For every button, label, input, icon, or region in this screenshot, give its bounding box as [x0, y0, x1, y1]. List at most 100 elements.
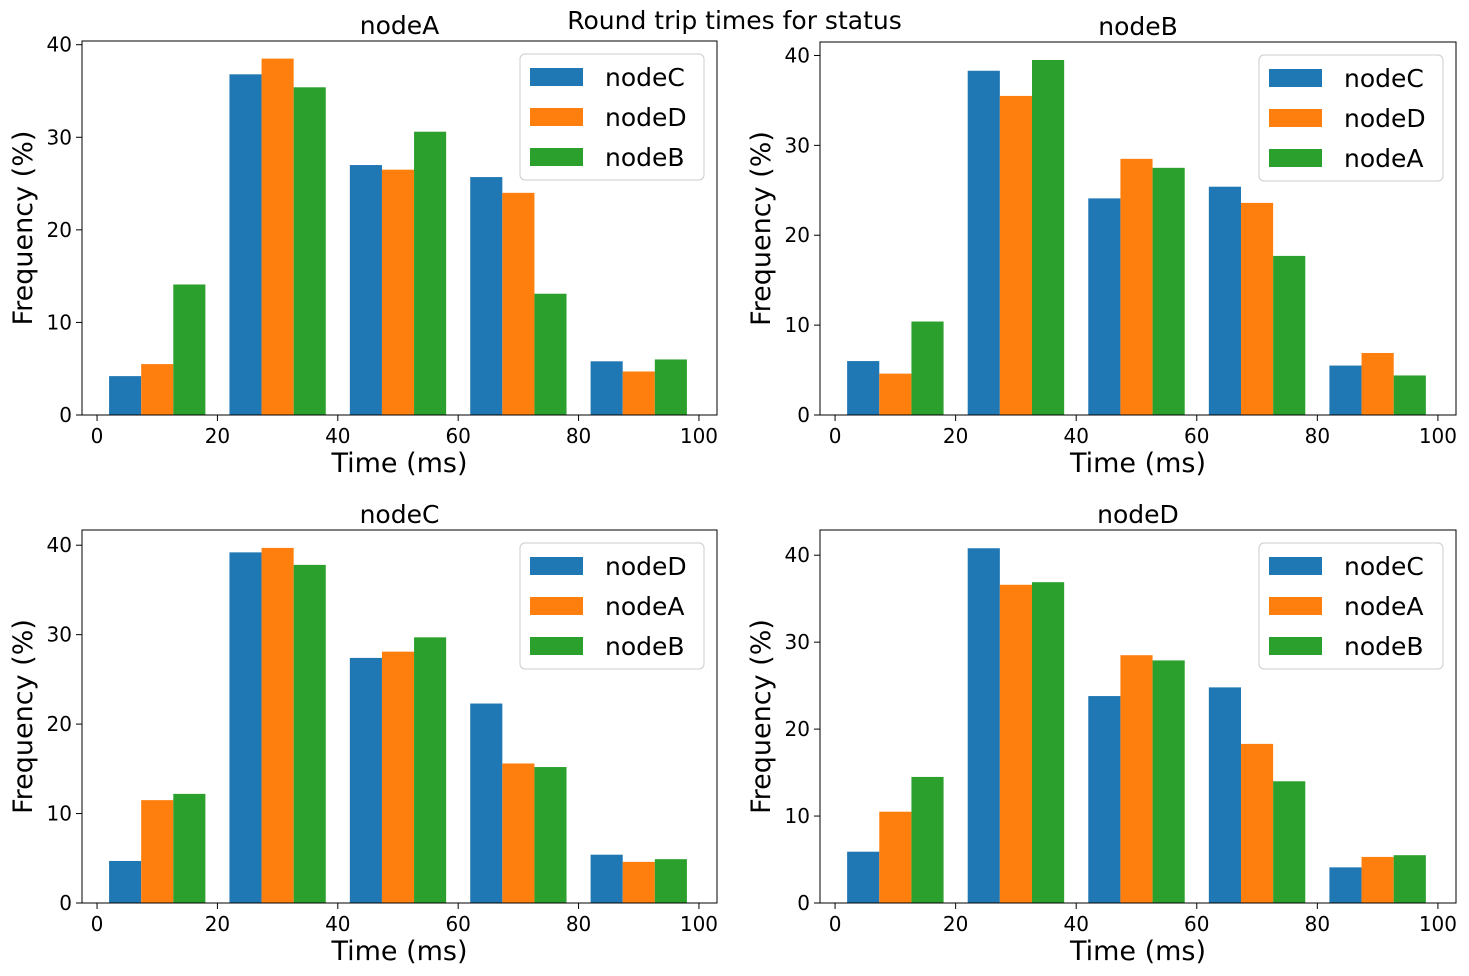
x-tick-label: 100 [680, 424, 718, 448]
subplot-title: nodeC [360, 500, 440, 529]
legend-label-nodeB: nodeB [1344, 632, 1424, 661]
legend-label-nodeD: nodeD [1344, 104, 1426, 133]
legend-swatch-nodeA [1269, 597, 1322, 615]
axes-frame [819, 41, 1457, 416]
x-tick-label: 60 [1184, 424, 1209, 448]
legend-swatch-nodeC [1269, 69, 1322, 87]
bar-nodeC-bin-4 [1208, 186, 1241, 415]
bar-nodeA-bin-4 [1240, 743, 1274, 903]
bar-nodeB-bin-5 [654, 359, 687, 415]
bar-nodeB-bin-1 [173, 793, 206, 903]
figure-suptitle: Round trip times for status [567, 6, 902, 35]
axes-frame [81, 40, 718, 416]
x-tick-label: 20 [205, 912, 230, 936]
subplot-1: 0 20 40 60 80 100 0 10 20 30 40 nodeA Time (ms) Frequ… [8, 11, 718, 479]
bar-nodeA-bin-1 [911, 321, 944, 415]
bar-nodeA-bin-1 [879, 811, 912, 903]
legend: nodeC nodeD nodeB [519, 53, 705, 181]
bar-nodeA-bin-3 [1120, 655, 1153, 903]
y-tick-label: 10 [785, 313, 810, 337]
bar-nodeD-bin-1 [879, 373, 912, 415]
y-axis-label: Frequency (%) [8, 619, 39, 814]
x-tick-label: 60 [1184, 912, 1209, 936]
legend-label-nodeD: nodeD [605, 103, 687, 132]
x-axis-label: Time (ms) [1069, 448, 1206, 479]
bar-nodeB-bin-2 [293, 564, 326, 903]
y-tick-label: 40 [47, 533, 72, 557]
y-tick-label: 10 [47, 310, 72, 334]
bar-nodeD-bin-2 [999, 95, 1032, 416]
bar-nodeB-bin-4 [534, 293, 567, 415]
bar-nodeC-bin-2 [967, 548, 1000, 903]
bar-nodeD-bin-3 [349, 657, 382, 903]
bar-nodeD-bin-2 [229, 552, 262, 903]
bar-nodeC-bin-1 [109, 376, 142, 415]
bar-nodeB-bin-2 [293, 87, 326, 415]
y-tick-label: 0 [797, 403, 810, 427]
y-tick-label: 30 [785, 630, 810, 654]
x-tick-label: 100 [1419, 424, 1457, 448]
legend-swatch-nodeD [530, 108, 583, 126]
bar-nodeB-bin-1 [911, 776, 944, 903]
y-tick-label: 0 [797, 891, 810, 915]
subplot-4: 0 20 40 60 80 100 0 10 20 30 40 nodeD Time (ms) Frequ… [746, 500, 1457, 967]
bar-nodeC-bin-3 [1088, 198, 1121, 415]
bar-nodeA-bin-1 [141, 800, 174, 903]
legend: nodeC nodeD nodeA [1258, 54, 1444, 182]
legend-label-nodeD: nodeD [605, 552, 687, 581]
axes-frame [81, 529, 718, 904]
bar-nodeC-bin-5 [1329, 867, 1362, 903]
x-tick-label: 100 [680, 912, 718, 936]
x-tick-label: 40 [1063, 424, 1088, 448]
axes-frame [819, 529, 1457, 904]
bar-nodeA-bin-5 [1393, 375, 1426, 415]
bar-nodeC-bin-4 [1208, 687, 1241, 903]
x-tick-label: 40 [325, 912, 350, 936]
bar-nodeD-bin-5 [590, 854, 623, 903]
legend-label-nodeB: nodeB [605, 632, 685, 661]
legend-label-nodeA: nodeA [605, 592, 685, 621]
bar-nodeC-bin-5 [1329, 365, 1362, 415]
y-tick-label: 30 [47, 125, 72, 149]
bar-nodeD-bin-1 [141, 364, 174, 415]
x-tick-label: 0 [829, 424, 842, 448]
x-tick-label: 60 [445, 424, 470, 448]
x-tick-label: 20 [943, 424, 968, 448]
x-tick-label: 80 [1305, 912, 1330, 936]
subplot-2: 0 20 40 60 80 100 0 10 20 30 40 nodeB Time (ms) Frequ… [746, 12, 1457, 479]
bar-nodeA-bin-2 [261, 547, 294, 903]
x-tick-label: 80 [566, 912, 591, 936]
legend-swatch-nodeC [530, 68, 583, 86]
y-tick-label: 40 [785, 43, 810, 67]
legend-swatch-nodeB [1269, 637, 1322, 655]
bar-nodeD-bin-3 [1120, 158, 1153, 415]
bar-nodeD-bin-5 [622, 371, 655, 415]
bar-nodeB-bin-5 [654, 859, 687, 903]
legend-label-nodeC: nodeC [1344, 64, 1424, 93]
bar-nodeD-bin-5 [1361, 352, 1394, 415]
bar-nodeA-bin-2 [1032, 59, 1065, 416]
bar-nodeA-bin-3 [381, 651, 415, 903]
bar-nodeC-bin-1 [847, 361, 880, 415]
legend: nodeD nodeA nodeB [519, 542, 705, 670]
y-tick-label: 20 [785, 223, 810, 247]
y-tick-label: 20 [785, 717, 810, 741]
x-axis-label: Time (ms) [330, 448, 467, 479]
bar-nodeD-bin-4 [502, 192, 535, 415]
y-axis-label: Frequency (%) [746, 619, 777, 814]
x-tick-label: 60 [445, 912, 470, 936]
subplot-3: 0 20 40 60 80 100 0 10 20 30 40 nodeC Time (ms) Frequ… [8, 500, 718, 967]
x-tick-label: 80 [1305, 424, 1330, 448]
bar-nodeD-bin-2 [261, 58, 294, 415]
bar-nodeA-bin-4 [1273, 255, 1306, 415]
y-tick-label: 30 [785, 133, 810, 157]
bar-nodeC-bin-1 [847, 851, 880, 903]
subplot-title: nodeA [360, 11, 440, 40]
x-tick-label: 20 [205, 424, 230, 448]
bar-nodeC-bin-4 [470, 177, 503, 415]
y-axis-label: Frequency (%) [8, 131, 39, 326]
y-tick-label: 40 [785, 543, 810, 567]
y-tick-label: 30 [47, 623, 72, 647]
